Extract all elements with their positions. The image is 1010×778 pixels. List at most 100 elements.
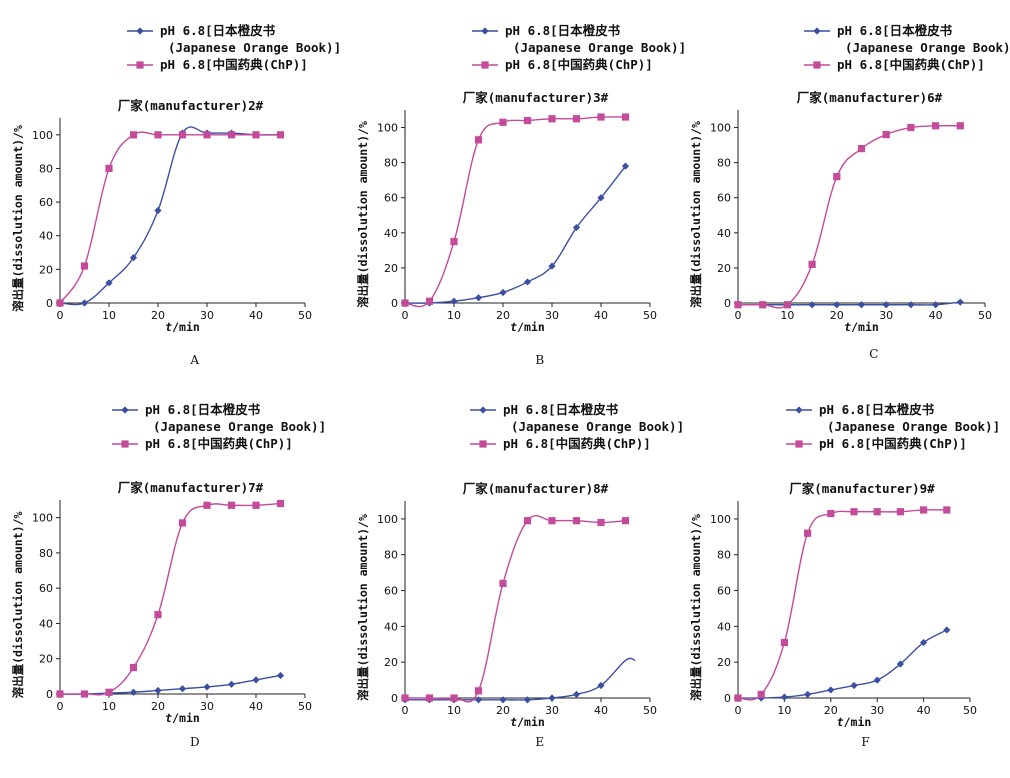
legend-entry-line2: (Japanese Orange Book)] — [845, 40, 1010, 55]
x-tick-label: 0 — [402, 309, 409, 322]
legend-marker — [481, 27, 489, 35]
legend-marker — [479, 406, 487, 414]
data-point — [474, 294, 483, 302]
data-point — [276, 131, 285, 139]
x-tick-label: 50 — [978, 309, 992, 322]
data-point — [252, 131, 260, 139]
data-point — [56, 299, 64, 307]
panel-letter: C — [869, 347, 878, 361]
x-tick-label: 30 — [870, 704, 884, 717]
x-tick-label: 30 — [545, 704, 559, 717]
data-point — [932, 301, 940, 309]
x-tick-label: 50 — [643, 704, 657, 717]
data-point — [523, 278, 532, 286]
legend-entry: pH 6.8[中国药典(ChP)] — [819, 436, 967, 451]
data-point — [808, 301, 816, 309]
x-tick-label: 20 — [496, 704, 510, 717]
series-chp — [734, 506, 951, 702]
legend-entry-line2: (Japanese Orange Book)] — [827, 419, 1000, 434]
y-tick-label: 80 — [384, 549, 398, 562]
series-chp — [734, 122, 964, 309]
data-point — [572, 517, 581, 525]
data-point — [597, 681, 605, 690]
data-point — [203, 501, 211, 509]
chart-panel-b: pH 6.8[日本橙皮书 (Japanese Orange Book)] pH 6.… — [356, 23, 686, 367]
chart-panel-f: pH 6.8[日本橙皮书 (Japanese Orange Book)] pH 6.… — [689, 402, 1000, 749]
data-point — [572, 115, 581, 123]
y-tick-label: 20 — [39, 653, 53, 666]
data-point — [203, 131, 211, 139]
y-tick-label: 100 — [710, 122, 731, 135]
data-point — [873, 508, 881, 516]
chart-title: 厂家(manufacturer)8# — [463, 481, 609, 496]
data-point — [572, 690, 581, 699]
data-point — [252, 676, 260, 684]
x-tick-label: 40 — [929, 309, 943, 322]
x-tick-label: 0 — [402, 704, 409, 717]
series-line — [737, 629, 948, 699]
x-tick-label: 10 — [102, 700, 116, 713]
y-tick-label: 20 — [717, 262, 731, 275]
data-point — [450, 694, 458, 702]
x-tick-label: 0 — [57, 700, 64, 713]
y-tick-label: 20 — [39, 263, 53, 276]
legend-entry: pH 6.8[日本橙皮书 — [837, 23, 953, 38]
x-tick-label: 0 — [735, 704, 742, 717]
data-point — [401, 694, 409, 702]
panel-letter: D — [190, 735, 200, 749]
x-tick-label: 20 — [151, 700, 165, 713]
legend: pH 6.8[日本橙皮书 (Japanese Orange Book)] pH 6.… — [470, 402, 684, 451]
data-point — [154, 611, 162, 619]
x-tick-label: 30 — [879, 309, 893, 322]
x-tick-label: 30 — [545, 309, 559, 322]
legend-entry-line2: (Japanese Orange Book)] — [153, 419, 326, 434]
series-chp — [401, 113, 630, 308]
data-point — [178, 685, 187, 693]
data-point — [105, 164, 113, 173]
series-line — [405, 657, 636, 701]
series-chp — [56, 499, 285, 698]
data-point — [882, 301, 890, 309]
data-point — [548, 262, 556, 270]
data-point — [757, 690, 765, 699]
data-point — [523, 696, 532, 704]
legend-entry: pH 6.8[日本橙皮书 — [819, 402, 935, 417]
panel-letter: A — [189, 353, 199, 367]
y-tick-label: 20 — [717, 656, 731, 669]
data-point — [56, 690, 64, 698]
data-point — [850, 681, 858, 690]
legend-entry-line2: (Japanese Orange Book)] — [513, 40, 686, 55]
data-point — [621, 162, 630, 170]
y-tick-label: 20 — [384, 262, 398, 275]
legend: pH 6.8[日本橙皮书 (Japanese Orange Book)] pH 6.… — [112, 402, 326, 451]
legend-entry-line2: (Japanese Orange Book)] — [511, 419, 684, 434]
data-point — [548, 115, 556, 123]
series-line — [738, 124, 961, 309]
y-tick-label: 20 — [384, 656, 398, 669]
series-line — [738, 301, 961, 306]
y-tick-label: 0 — [724, 297, 731, 310]
data-point — [499, 118, 507, 126]
chart-title: 厂家(manufacturer)2# — [118, 98, 264, 113]
x-tick-label: 50 — [643, 309, 657, 322]
data-point — [907, 301, 915, 309]
chart-panel-c: pH 6.8[日本橙皮书 (Japanese Orange Book)] pH 6.… — [689, 23, 1010, 361]
x-tick-label: 10 — [780, 309, 794, 322]
data-point — [808, 260, 816, 268]
data-point — [129, 253, 138, 262]
chart-title: 厂家(manufacturer)7# — [118, 480, 264, 495]
y-tick-label: 40 — [384, 620, 398, 633]
x-axis-label: t/min — [844, 320, 879, 334]
data-point — [474, 696, 483, 704]
x-tick-label: 10 — [447, 704, 461, 717]
data-point — [105, 279, 113, 287]
x-axis-label: t/min — [165, 320, 200, 334]
legend-marker — [813, 61, 821, 69]
chart-panel-d: pH 6.8[日本橙皮书 (Japanese Orange Book)] pH 6.… — [11, 402, 326, 749]
legend-entry: pH 6.8[中国药典(ChP)] — [503, 436, 651, 451]
chart-panel-e: pH 6.8[日本橙皮书 (Japanese Orange Book)] pH 6.… — [356, 402, 684, 749]
y-tick-label: 40 — [717, 227, 731, 240]
data-point — [956, 298, 964, 306]
data-point — [804, 529, 812, 537]
data-point — [873, 676, 881, 684]
